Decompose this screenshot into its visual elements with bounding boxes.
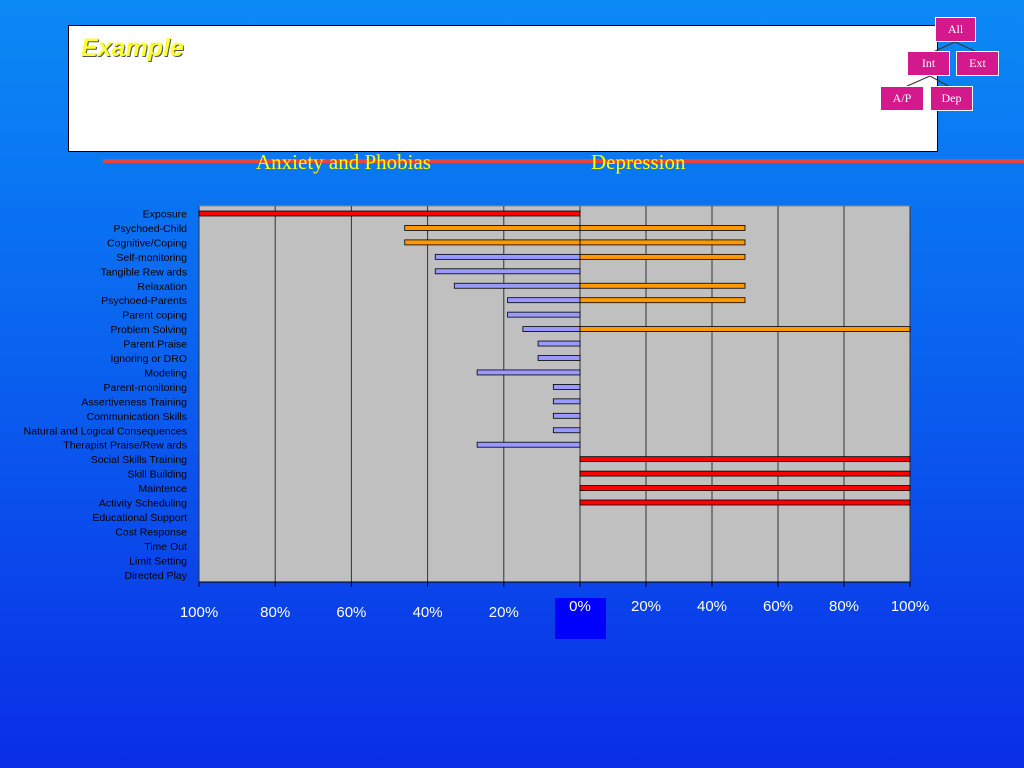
nav-all-button[interactable]: All xyxy=(935,17,976,42)
bar-depression xyxy=(579,282,746,289)
bar-anxiety xyxy=(476,441,581,448)
bar-depression xyxy=(579,485,911,491)
bar-anxiety xyxy=(537,355,581,361)
bar-depression xyxy=(579,456,911,463)
category-label: Communication Skills xyxy=(87,411,187,423)
category-label: Ignoring or DRO xyxy=(111,353,187,365)
bar-anxiety xyxy=(552,427,581,434)
bar-anxiety xyxy=(552,383,581,390)
heading-depression: Depression xyxy=(591,150,686,174)
bar-anxiety xyxy=(434,253,581,260)
category-label: Limit Setting xyxy=(129,555,187,567)
category-label: Social Skills Training xyxy=(91,454,187,466)
bar-anxiety xyxy=(404,239,581,246)
category-label: Psychoed-Parents xyxy=(101,295,187,307)
category-label: Skill Building xyxy=(127,469,187,481)
category-label: Cost Response xyxy=(115,526,187,538)
category-label: Parent coping xyxy=(122,310,187,322)
x-tick-label-right: 60% xyxy=(763,598,793,615)
category-label: Directed Play xyxy=(125,570,188,582)
x-tick-label-right: 20% xyxy=(631,598,661,615)
bar-depression xyxy=(579,326,911,333)
category-label: Self-monitoring xyxy=(116,252,187,264)
x-tick-label-right: 100% xyxy=(891,598,929,615)
category-label: Tangible Rew ards xyxy=(101,266,187,278)
title-box: Example xyxy=(68,25,938,152)
category-label: Relaxation xyxy=(137,281,187,293)
bar-anxiety xyxy=(507,297,581,304)
category-label: Parent Praise xyxy=(123,339,187,351)
x-tick-label-right: 40% xyxy=(697,598,727,615)
bar-anxiety xyxy=(537,340,581,347)
bar-anxiety xyxy=(552,398,581,405)
x-tick-label-left: 20% xyxy=(489,604,519,621)
bar-anxiety xyxy=(198,210,581,217)
bar-depression xyxy=(579,470,911,477)
category-label: Natural and Logical Consequences xyxy=(24,425,187,437)
category-label: Educational Support xyxy=(92,512,187,524)
category-label: Activity Scheduling xyxy=(99,498,187,510)
heading-anxiety: Anxiety and Phobias xyxy=(256,150,431,174)
x-tick-label-left: 80% xyxy=(260,604,290,621)
bar-anxiety xyxy=(404,225,581,231)
category-label: Cognitive/Coping xyxy=(107,237,187,249)
slide-title: Example xyxy=(81,34,184,62)
bar-depression xyxy=(579,499,911,506)
category-label: Psychoed-Child xyxy=(113,223,187,235)
bar-anxiety xyxy=(552,412,581,419)
category-label: Time Out xyxy=(144,541,187,553)
category-label: Assertiveness Training xyxy=(81,396,187,408)
category-label: Parent-monitoring xyxy=(104,382,188,394)
bar-depression xyxy=(579,225,746,231)
category-label: Problem Solving xyxy=(111,324,188,336)
zero-label-highlight xyxy=(555,598,606,639)
bar-depression xyxy=(579,253,746,260)
category-label: Therapist Praise/Rew ards xyxy=(63,440,187,452)
divider-line xyxy=(103,159,1024,163)
nav-int-button[interactable]: Int xyxy=(907,51,950,76)
category-label: Exposure xyxy=(143,209,188,221)
x-tick-label-left: 100% xyxy=(180,604,218,621)
x-tick-label-right: 80% xyxy=(829,598,859,615)
x-tick-label-left: 40% xyxy=(413,604,443,621)
nav-ap-button[interactable]: A/P xyxy=(880,86,924,111)
nav-dep-button[interactable]: Dep xyxy=(930,86,973,111)
x-tick-label-left: 60% xyxy=(336,604,366,621)
nav-ext-button[interactable]: Ext xyxy=(956,51,999,76)
bar-anxiety xyxy=(522,326,581,333)
bar-depression xyxy=(579,239,746,246)
nav-tree-connectors xyxy=(904,41,978,88)
plot-area xyxy=(198,205,911,583)
bar-anxiety xyxy=(507,311,581,318)
bar-depression xyxy=(579,297,746,304)
bar-anxiety xyxy=(453,282,581,289)
bar-anxiety xyxy=(476,369,581,376)
category-label: Modeling xyxy=(144,367,187,379)
bar-anxiety xyxy=(434,268,581,275)
category-label: Maintence xyxy=(139,483,188,495)
x-tick-label-right: 0% xyxy=(569,598,591,615)
